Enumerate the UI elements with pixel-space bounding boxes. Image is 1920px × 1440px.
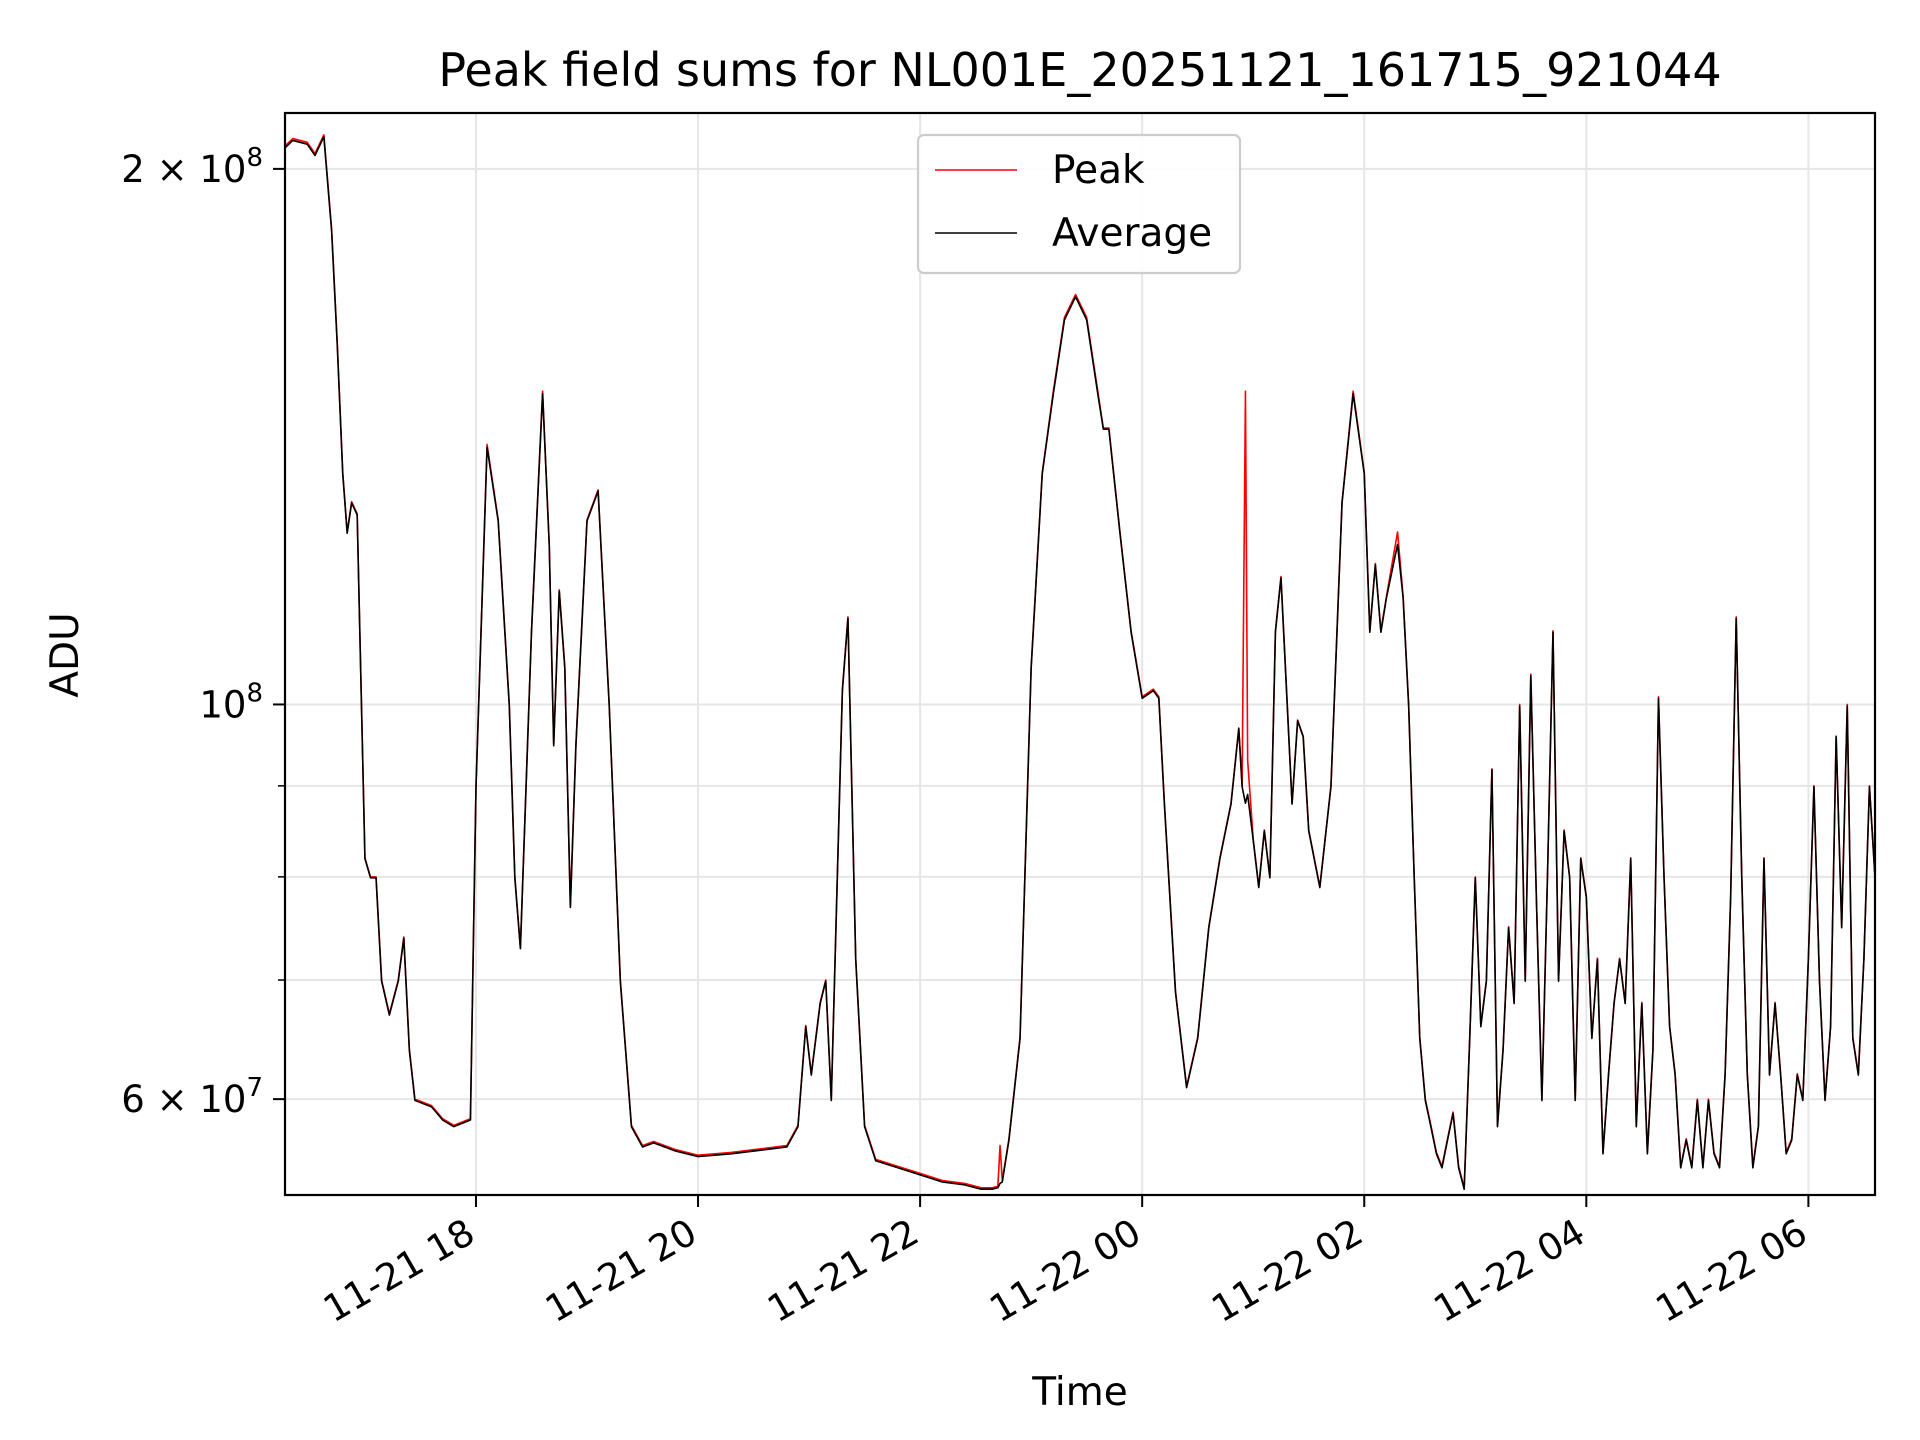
x-axis-label: Time <box>1031 1370 1127 1415</box>
plot-frame <box>283 111 1877 1197</box>
series-line-average <box>285 135 1875 1190</box>
legend-label-average: Average <box>1052 211 1212 256</box>
grid-layer <box>285 113 1875 1195</box>
series-layer <box>285 134 1875 1190</box>
chart-title: Peak field sums for NL001E_20251121_1617… <box>438 43 1721 97</box>
y-tick-label-0: 6 × 107 <box>121 1073 263 1121</box>
y-axis-label: ADU <box>43 612 88 697</box>
y-tick-label-1: 108 <box>199 678 263 726</box>
legend-label-peak: Peak <box>1052 148 1145 193</box>
legend: Peak Average <box>916 133 1242 275</box>
y-tick-label-2: 2 × 108 <box>121 143 263 191</box>
